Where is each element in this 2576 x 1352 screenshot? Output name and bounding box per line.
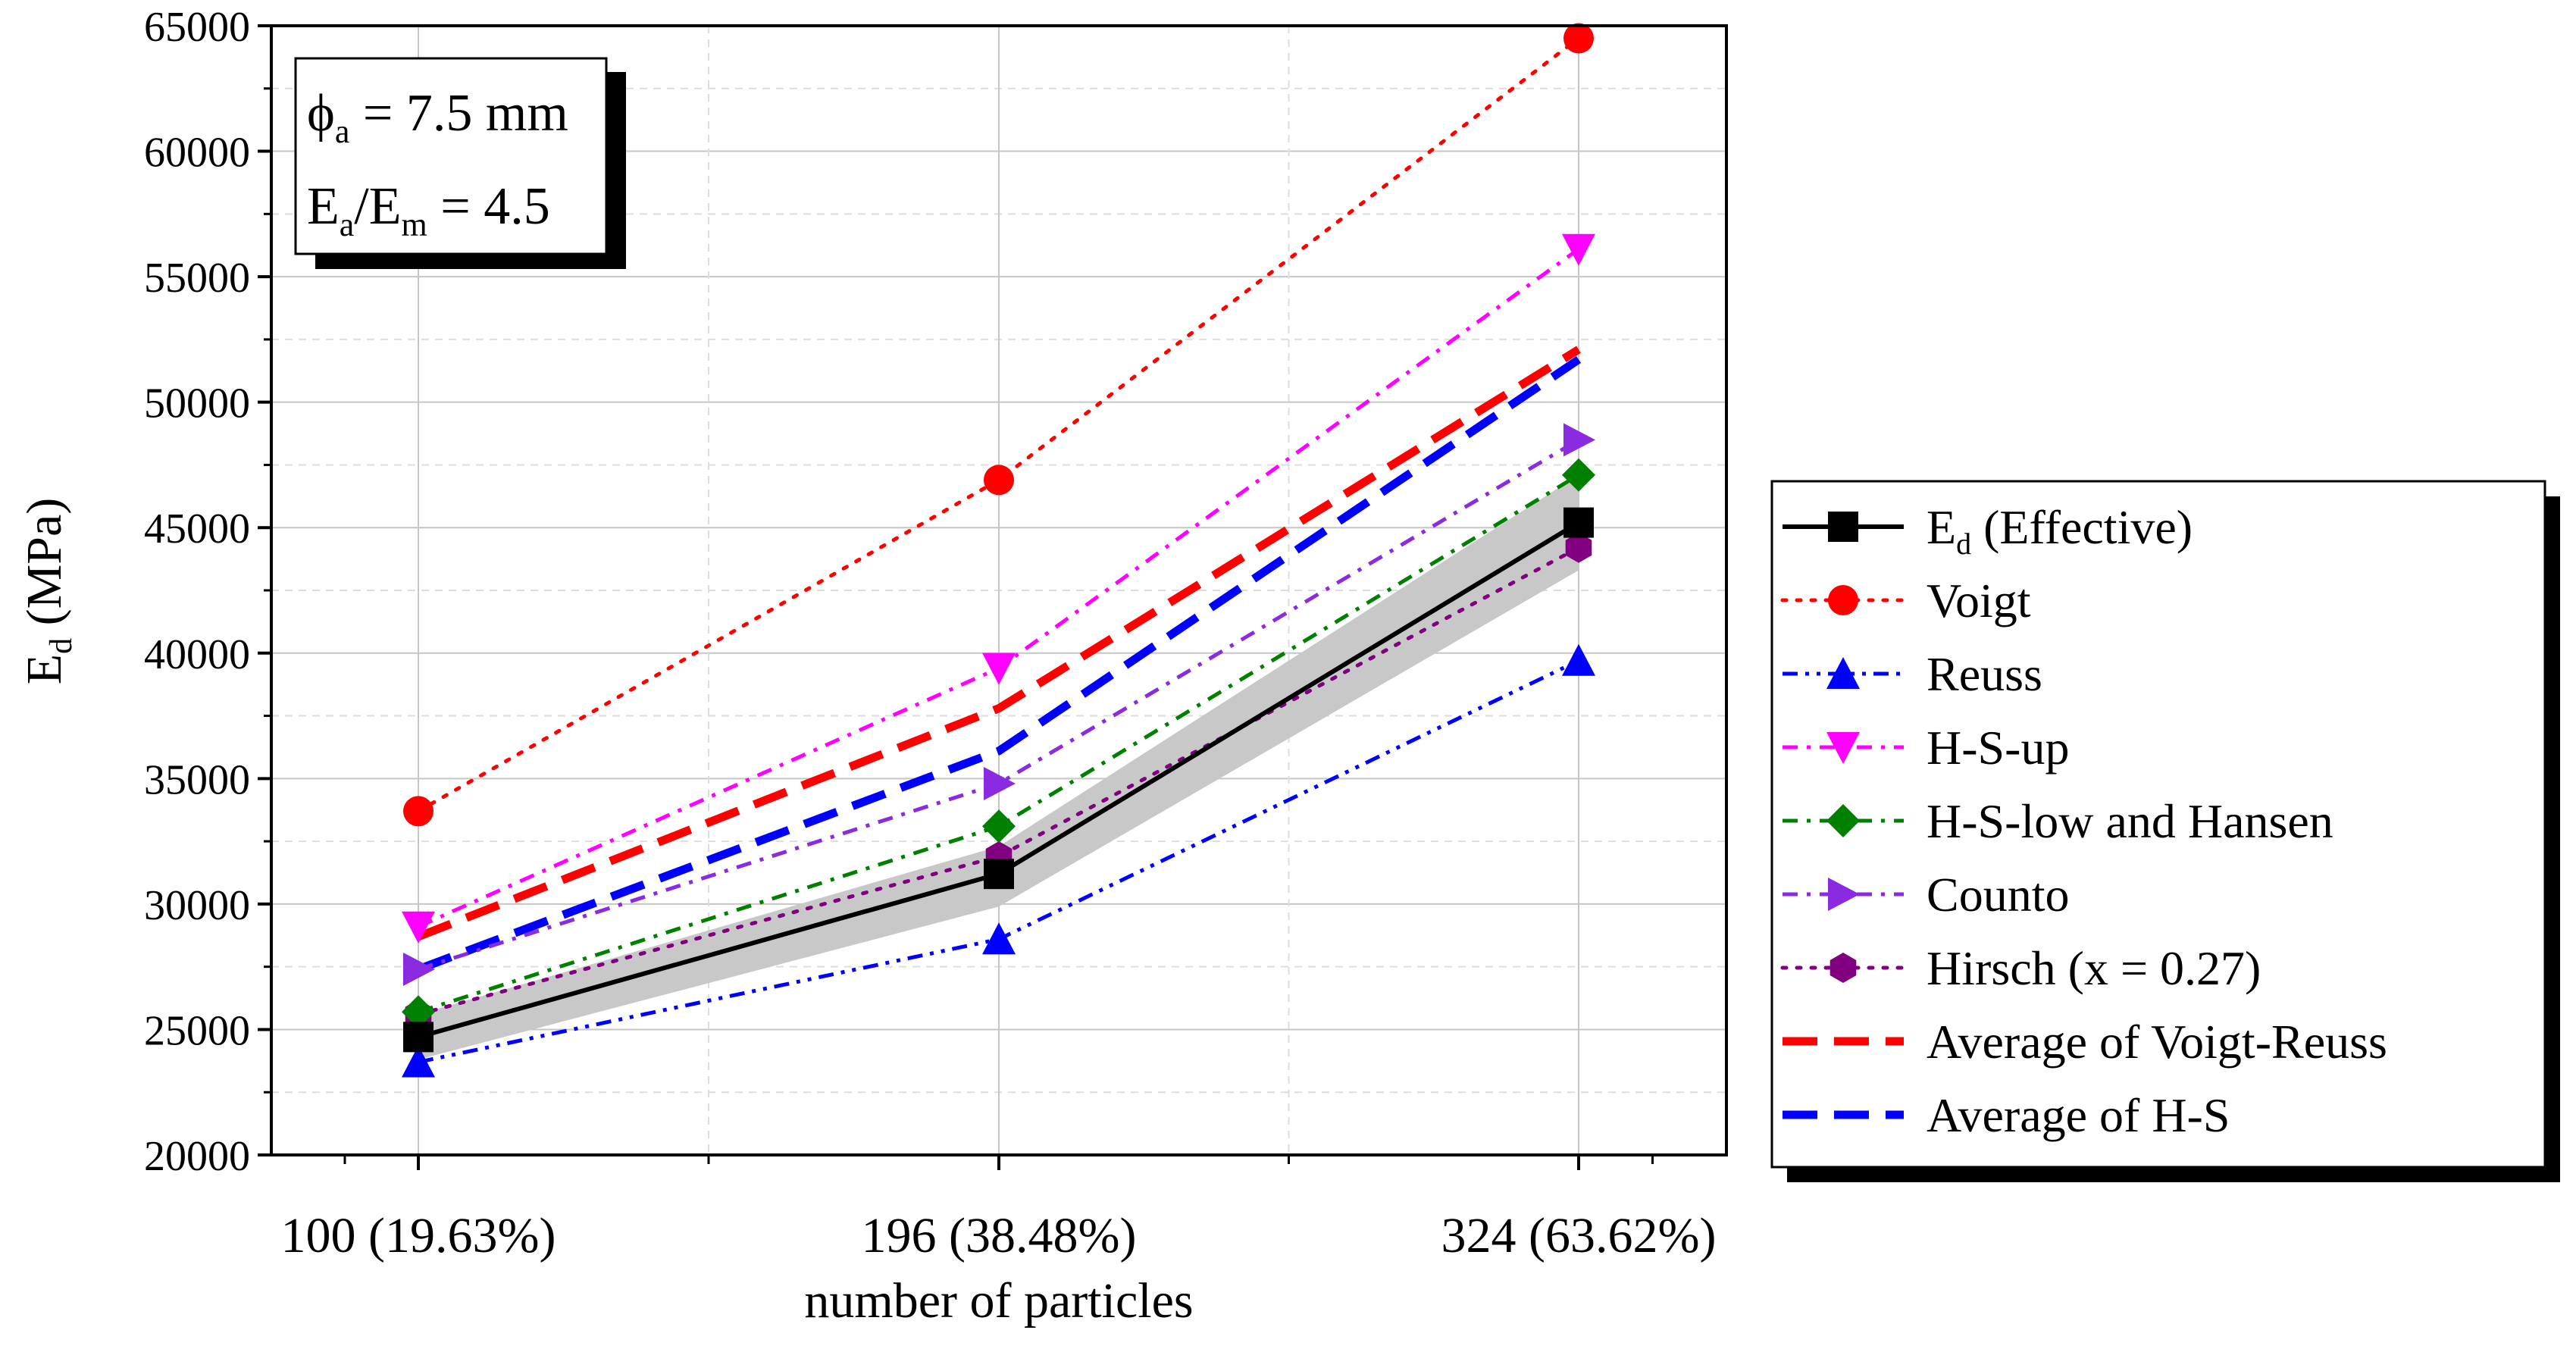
y-tick-label-7: 55000 (144, 255, 250, 302)
series-1-point-2 (1563, 23, 1594, 54)
legend-item-2-marker (1826, 657, 1860, 689)
annotation-ea: E (307, 177, 340, 236)
y-tick-label-9: 65000 (144, 4, 250, 51)
x-tick-label-0: 100 (19.63%) (281, 1208, 556, 1263)
series-4-point-2 (1562, 458, 1595, 492)
legend-item-7: Average of Voigt-Reuss (1783, 1015, 2387, 1069)
annotation-line-1: ϕa = 7.5 mm (307, 84, 568, 150)
legend-item-2: Reuss (1783, 647, 2042, 701)
y-tick-label-0: 20000 (144, 1133, 250, 1180)
legend-item-1-label: Voigt (1927, 574, 2031, 627)
legend-item-6: Hirsch (x = 0.27) (1780, 941, 2261, 995)
series-4-point-0 (402, 995, 435, 1029)
x-tick-label-1: 196 (38.48%) (862, 1208, 1137, 1263)
series-3-point-2 (1562, 233, 1595, 266)
series-0-point-1 (984, 859, 1014, 890)
legend-item-6-label: Hirsch (x = 0.27) (1927, 941, 2261, 995)
legend-item-0: Ed (Effective) (1783, 500, 2193, 561)
y-tick-label-8: 60000 (144, 130, 250, 177)
effective-range-band (418, 474, 1579, 1060)
annotation-phi-value: = 7.5 mm (349, 84, 568, 142)
annotation-ea-sub: a (340, 206, 355, 243)
annotation-box: ϕa = 7.5 mm Ea/Em = 4.5 (294, 57, 626, 269)
band-layer (418, 474, 1579, 1060)
annotation-phi: ϕ (307, 84, 335, 142)
y-tick-label-2: 30000 (144, 882, 250, 929)
series-5 (403, 423, 1595, 986)
legend-item-8-label: Average of H-S (1927, 1088, 2230, 1142)
legend-item-1-marker (1828, 585, 1858, 615)
series-6-point-2 (1565, 532, 1592, 563)
legend-item-5-label: Counto (1927, 868, 2069, 922)
legend-item-0-marker (1828, 512, 1858, 542)
axes: 20000 25000 30000 35000 40000 45000 50000 55000… (144, 4, 1716, 1263)
series-0-point-0 (403, 1022, 434, 1053)
x-tick-label-2: 324 (63.62%) (1441, 1208, 1717, 1263)
legend-item-0-label-sub: d (1956, 527, 1971, 561)
annotation-phi-sub: a (335, 113, 350, 150)
series-7 (416, 346, 1581, 941)
series-7-line (416, 346, 1581, 941)
series-layer (402, 23, 1595, 1078)
legend-item-4-marker (1826, 804, 1860, 837)
series-2-point-2 (1562, 643, 1595, 676)
legend-item-0-label-rest: (Effective) (1971, 500, 2193, 554)
legend-item-8: Average of H-S (1783, 1088, 2230, 1142)
y-tick-label-4: 40000 (144, 631, 250, 678)
legend-item-2-label: Reuss (1927, 647, 2042, 701)
legend-item-1: Voigt (1780, 574, 2031, 627)
legend-frame (1770, 480, 2546, 1169)
legend-item-4: H-S-low and Hansen (1783, 794, 2333, 848)
series-8-line (417, 355, 1582, 974)
series-0 (403, 507, 1594, 1053)
series-2-point-1 (982, 922, 1016, 955)
series-2-point-0 (402, 1045, 435, 1078)
series-3-point-1 (982, 653, 1016, 685)
legend-item-3-label: H-S-up (1927, 721, 2069, 775)
series-5-point-1 (984, 766, 1016, 800)
series-4-point-1 (982, 809, 1016, 843)
y-axis-label-main: E (17, 654, 72, 684)
y-axis-label-sub: d (44, 638, 79, 654)
series-0-point-2 (1563, 507, 1594, 538)
legend-items: Ed (Effective) Voigt Reuss H-S-up H-S-low an… (1780, 500, 2387, 1142)
y-axis-label: Ed (MPa) (17, 498, 79, 684)
y-axis-label-unit: (MPa) (17, 498, 72, 638)
y-tick-label-3: 35000 (144, 756, 250, 803)
legend-item-4-label: H-S-low and Hansen (1927, 794, 2333, 848)
series-3-point-0 (402, 911, 435, 944)
series-1 (403, 23, 1594, 827)
y-tick-label-5: 45000 (144, 505, 250, 552)
legend-item-0-label: Ed (Effective) (1927, 500, 2193, 561)
legend: Ed (Effective) Voigt Reuss H-S-up H-S-low an… (1770, 480, 2560, 1182)
legend-item-5-marker (1828, 878, 1860, 911)
series-5-point-0 (403, 952, 435, 986)
series-8 (417, 355, 1582, 974)
annotation-box-frame (294, 57, 608, 255)
legend-item-7-label: Average of Voigt-Reuss (1927, 1015, 2387, 1069)
y-tick-label-6: 50000 (144, 380, 250, 427)
legend-item-3-marker (1826, 732, 1860, 764)
series-6-line (416, 546, 1581, 1017)
y-tick-label-1: 25000 (144, 1007, 250, 1054)
legend-item-0-label-main: E (1927, 500, 1956, 554)
series-1-point-0 (403, 796, 434, 827)
series-5-point-2 (1563, 423, 1595, 457)
series-1-line (416, 36, 1581, 813)
x-axis-label: number of particles (804, 1273, 1193, 1329)
legend-item-3: H-S-up (1783, 721, 2069, 775)
annotation-em: /E (354, 177, 401, 236)
series-3 (402, 233, 1595, 944)
series-4 (402, 458, 1595, 1029)
series-2 (402, 643, 1595, 1078)
annotation-ratio-value: = 4.5 (427, 177, 550, 236)
series-1-point-1 (984, 465, 1014, 496)
legend-item-6-marker (1829, 953, 1857, 983)
annotation-line-2: Ea/Em = 4.5 (307, 177, 550, 243)
annotation-em-sub: m (402, 206, 427, 243)
legend-item-5: Counto (1783, 868, 2069, 922)
